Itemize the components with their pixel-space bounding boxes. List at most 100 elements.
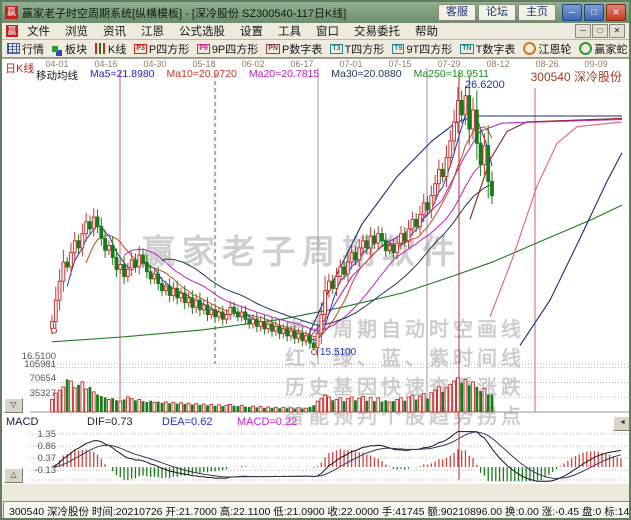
low-price-label: 15.5100 (320, 347, 357, 358)
date-label: 04-16 (94, 59, 118, 69)
volume-pane-collapse-button[interactable]: ▽ (4, 398, 23, 413)
T9-icon: T9 (392, 43, 405, 54)
high-price-label: 26.6200 (465, 79, 505, 91)
TN-icon: TN (460, 43, 474, 54)
pane-scroll-button[interactable]: ◄ (613, 416, 629, 431)
menu-items: 文件 浏览 资讯 江恩 公式选股 设置 工具 窗口 交易委托 帮助 (27, 23, 575, 39)
date-label: 04-30 (143, 59, 167, 69)
menu-item[interactable]: 窗口 (316, 26, 339, 38)
toolbar-button-label: 赢家蛇 (594, 43, 628, 56)
mdi-restore-button[interactable]: □ (592, 24, 608, 38)
toolbar-button-T9[interactable]: T9 9T四方形 (392, 41, 452, 57)
macd-value: MACD=0.22 (237, 416, 298, 428)
date-label: 04-01 (45, 59, 69, 69)
toolbar-button-P9[interactable]: P9 9P四方形 (197, 41, 258, 57)
close-button[interactable]: ✕ (606, 4, 626, 21)
ma5-value: Ma5=21.8980 (90, 68, 155, 80)
window-title: 赢家老子时空周期系统[纵横模板] - [深冷股份 SZ300540-117日K线… (22, 7, 347, 20)
menu-item[interactable]: 帮助 (415, 26, 438, 38)
toolbar-button-label: P数字表 (282, 43, 323, 56)
toolbar-button-label: 板块 (65, 43, 87, 56)
wheel-icon (523, 42, 537, 55)
toolbar-button-grid[interactable]: 行情 (7, 41, 44, 57)
window-controls: ─ □ ✕ (562, 4, 626, 21)
menu-item[interactable]: 资讯 (103, 26, 126, 38)
menu-item[interactable]: 江恩 (141, 26, 164, 38)
candle-icon (95, 43, 106, 54)
symbol-label: 300540 深冷股份 (530, 70, 622, 84)
date-label: 07-01 (339, 59, 363, 69)
titlebar-link-button[interactable]: 论坛 (478, 4, 516, 21)
restore-button[interactable]: □ (584, 4, 604, 21)
minimize-button[interactable]: ─ (562, 4, 582, 21)
menu-item[interactable]: 工具 (278, 26, 301, 38)
macd-tick-label: 1.35 (37, 429, 57, 440)
toolbar-button-label: T四方形 (344, 43, 385, 56)
macd-dif-value: DIF=0.73 (87, 416, 133, 428)
menu-item[interactable]: 公式选股 (179, 26, 225, 38)
macd-dea-value: DEA=0.62 (162, 416, 213, 428)
quote-text: 300540 深冷股份 时间:20210726 开:21.7000 高:22.1… (9, 506, 631, 518)
date-label: 07-29 (437, 59, 461, 69)
menu-item[interactable]: 交易委托 (354, 26, 400, 38)
toolbar-button-T3[interactable]: T3 T四方形 (330, 41, 384, 57)
PN-icon: PN (266, 43, 281, 54)
volume-tick-label: 70654 (29, 373, 56, 385)
menu-item[interactable]: 浏览 (65, 26, 88, 38)
title-link-buttons: 客服 论坛 主页 (438, 4, 556, 21)
title-bar: 赢 赢家老子时空周期系统[纵横模板] - [深冷股份 SZ300540-117日… (2, 2, 629, 23)
macd-tick-label: -0.13 (34, 465, 56, 477)
watermark-line: 老子周期自动时空画线 (285, 319, 525, 341)
date-label: 06-02 (241, 59, 265, 69)
toolbar-button-P3[interactable]: P3 P四方形 (134, 41, 189, 57)
titlebar-link-button[interactable]: 主页 (518, 4, 556, 21)
grid-icon (7, 43, 20, 54)
toolbar-button-label: 9T四方形 (406, 43, 453, 56)
ma20-value: Ma20=20.7815 (248, 68, 320, 80)
volume-tick-label: 35327 (29, 388, 56, 400)
toolbar-button-snake[interactable]: 赢家蛇 (579, 41, 627, 57)
toolbar-button-candle[interactable]: K线 (95, 41, 126, 57)
ma250-value: Ma250=18.9511 (413, 68, 490, 80)
P3-icon: P3 (134, 43, 147, 54)
date-label: 08-12 (486, 59, 510, 69)
date-label: 05-18 (192, 59, 216, 69)
toolbar-button-TN[interactable]: TN T数字表 (460, 41, 515, 57)
ma-header-title: 移动均线 (36, 70, 78, 82)
toolbar-button-label: 江恩轮 (538, 43, 572, 56)
macd-pane-expand-button[interactable]: △ (4, 468, 23, 483)
mdi-minimize-button[interactable]: ─ (575, 24, 591, 38)
mdi-close-button[interactable]: ✕ (609, 24, 625, 38)
date-label: 09-09 (584, 59, 608, 69)
mdi-window-controls: ─ □ ✕ (575, 24, 625, 38)
titlebar-link-button[interactable]: 客服 (438, 4, 476, 21)
toolbar-button-label: P四方形 (148, 43, 190, 56)
macd-tick-label: 0.86 (37, 441, 57, 452)
volume-tick-label: 105981 (24, 358, 56, 370)
toolbar-button-blocks[interactable]: 板块 (52, 41, 87, 57)
blocks-icon (52, 45, 58, 52)
ma-header: 移动均线 Ma5=21.8980 Ma10=20.9720 Ma20=20.78… (36, 68, 489, 83)
toolbar-button-label: K线 (108, 43, 127, 56)
menu-bar: 赢 文件 浏览 资讯 江恩 公式选股 设置 工具 窗口 交易委托 帮助 ─ □ ✕ (2, 23, 629, 40)
date-label: 06-17 (290, 59, 314, 69)
toolbar-button-PN[interactable]: PN P数字表 (266, 41, 322, 57)
ma10-value: Ma10=20.9720 (166, 68, 237, 80)
menu-item[interactable]: 文件 (27, 26, 50, 38)
toolbar-button-wheel[interactable]: 江恩轮 (523, 41, 571, 57)
quote-bar: 300540 深冷股份 时间:20210726 开:21.7000 高:22.1… (3, 501, 631, 518)
macd-tick-label: 0.37 (37, 453, 57, 464)
snake-icon (579, 42, 593, 55)
date-label: 07-15 (388, 59, 412, 69)
menu-item[interactable]: 设置 (240, 26, 263, 38)
P9-icon: P9 (197, 43, 210, 54)
app-logo-icon: 赢 (5, 6, 18, 19)
toolbar-button-label: 9P四方形 (211, 43, 259, 56)
period-label: 日K线 (5, 63, 35, 75)
T3-icon: T3 (330, 43, 343, 54)
kline-chart[interactable] (2, 58, 631, 483)
status-bar: 3458.23 ▼-8.32 -0.24% 5164.07亿 14827.41 … (2, 483, 629, 502)
toolbar-button-label: 行情 (22, 43, 44, 56)
ma30-value: Ma30=20.0880 (331, 68, 402, 80)
toolbar-button-label: T数字表 (475, 43, 516, 56)
